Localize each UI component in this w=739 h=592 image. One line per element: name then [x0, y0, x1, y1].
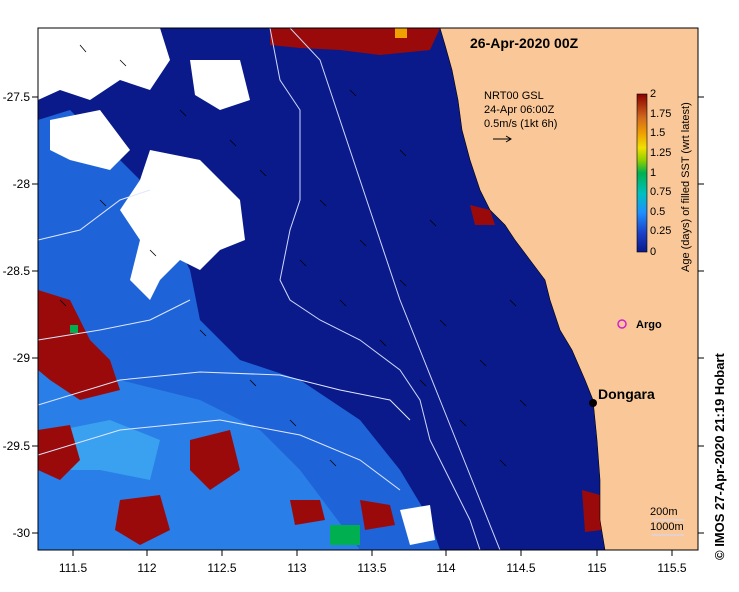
- current-legend-line: 0.5m/s (1kt 6h): [484, 118, 557, 130]
- colorbar-tick: 0.5: [650, 206, 665, 218]
- x-tick-label: 112.5: [207, 561, 236, 575]
- y-tick-label: -29: [13, 351, 31, 365]
- colorbar-tick: 1: [650, 167, 656, 179]
- fresh-sst-patch: [70, 325, 78, 333]
- old-sst-patch: [582, 490, 602, 532]
- old-sst-patch: [38, 425, 80, 480]
- x-tick-label: 111.5: [59, 561, 88, 575]
- old-sst-patch: [38, 290, 120, 400]
- y-tick-label: -28: [13, 177, 31, 191]
- colorbar-tick: 2: [650, 88, 656, 100]
- y-axis: -27.5 -28 -28.5 -29 -29.5 -30: [3, 90, 704, 540]
- current-vectors: [59, 44, 527, 467]
- argo-marker: Argo: [617, 319, 662, 331]
- old-sst-patch: [115, 495, 170, 545]
- x-tick-label: 112: [137, 561, 156, 575]
- x-tick-label: 114.5: [506, 561, 535, 575]
- no-data-patch: [50, 110, 130, 170]
- contour-200m: [289, 28, 501, 550]
- contour-line: [38, 419, 401, 491]
- colorbar-tick: 1.75: [650, 108, 671, 120]
- colorbar-tick: 1.5: [650, 127, 665, 139]
- colorbar: 2 1.75 1.5 1.25 1 0.75 0.5 0.25 0 Age (d…: [636, 88, 692, 272]
- colorbar-gradient: [636, 93, 648, 253]
- argo-label: Argo: [636, 319, 662, 331]
- current-legend-line: NRT00 GSL: [484, 90, 544, 102]
- land-western-australia: [439, 28, 698, 550]
- y-tick-label: -27.5: [3, 90, 31, 104]
- map-title: 26-Apr-2020 00Z: [470, 35, 579, 51]
- x-axis: 111.5 112 112.5 113 113.5 114 114.5 115 …: [59, 550, 687, 575]
- dongara-marker: Dongara: [589, 386, 655, 407]
- x-tick-label: 115: [587, 561, 606, 575]
- light-water-patch: [60, 420, 160, 480]
- fresh-sst-patch: [330, 525, 360, 545]
- current-legend-line: 24-Apr 06:00Z: [484, 104, 555, 116]
- contour-1000m: [269, 28, 481, 550]
- old-sst-patch: [290, 500, 325, 525]
- orange-sst-patch: [395, 28, 407, 38]
- contour-line: [38, 371, 411, 421]
- colorbar-tick: 1.25: [650, 147, 671, 159]
- y-tick-label: -29.5: [3, 439, 31, 453]
- x-tick-label: 115.5: [657, 561, 686, 575]
- x-tick-label: 113.5: [357, 561, 386, 575]
- y-tick-label: -30: [13, 526, 31, 540]
- town-dot-icon: [589, 399, 597, 407]
- old-sst-patch: [360, 500, 395, 530]
- colorbar-tick: 0.25: [650, 225, 671, 237]
- map-plot-area: [38, 28, 698, 550]
- argo-float-icon: [617, 319, 627, 329]
- depth-legend-200m: 200m: [650, 506, 678, 518]
- depth-legend: 200m 1000m: [650, 506, 684, 536]
- colorbar-label: Age (days) of filled SST (wrt latest): [680, 102, 692, 272]
- old-sst-patch: [190, 430, 240, 490]
- contour-line: [38, 299, 191, 341]
- imos-credit: © IMOS 27-Apr-2020 21:19 Hobart: [712, 353, 727, 560]
- current-legend: NRT00 GSL 24-Apr 06:00Z 0.5m/s (1kt 6h): [484, 90, 557, 143]
- no-data-patch: [38, 28, 170, 100]
- no-data-patch: [400, 505, 435, 545]
- x-tick-label: 114: [436, 561, 455, 575]
- no-data-patch: [120, 150, 245, 300]
- x-tick-label: 113: [287, 561, 306, 575]
- colorbar-tick: 0.75: [650, 186, 671, 198]
- arrow-head-icon: [505, 135, 512, 143]
- old-sst-patch: [470, 205, 495, 225]
- contour-line: [38, 189, 151, 241]
- depth-legend-1000m: 1000m: [650, 521, 684, 533]
- dongara-label: Dongara: [598, 386, 655, 402]
- colorbar-tick: 0: [650, 246, 656, 258]
- no-data-patch: [190, 60, 250, 110]
- plot-frame: [37, 27, 699, 551]
- y-tick-label: -28.5: [3, 264, 31, 278]
